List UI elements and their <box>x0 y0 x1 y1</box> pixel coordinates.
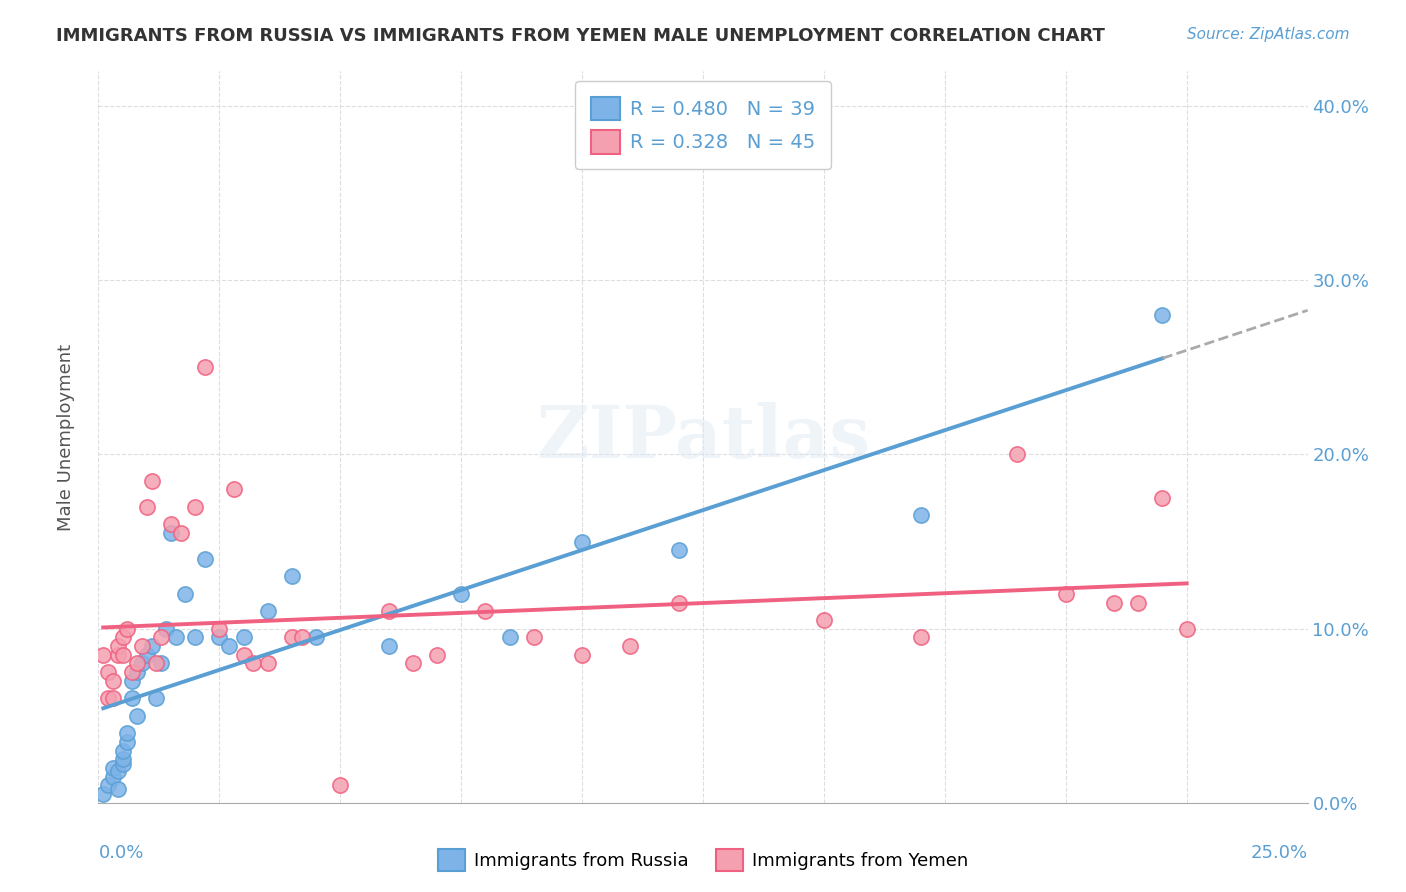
Point <box>174 587 197 601</box>
Point <box>1152 308 1174 322</box>
Point <box>668 595 690 609</box>
Point <box>97 778 120 792</box>
Point <box>97 691 120 706</box>
Point <box>141 474 163 488</box>
Point <box>121 691 143 706</box>
Point <box>111 743 134 757</box>
Point <box>145 691 167 706</box>
Point <box>101 770 124 784</box>
Point <box>121 665 143 680</box>
Point <box>141 639 163 653</box>
Point <box>91 787 114 801</box>
Point <box>571 648 593 662</box>
Point <box>1054 587 1077 601</box>
Point <box>305 631 328 645</box>
Point <box>218 639 240 653</box>
Text: 0.0%: 0.0% <box>98 845 143 863</box>
Point <box>194 360 217 375</box>
Text: IMMIGRANTS FROM RUSSIA VS IMMIGRANTS FROM YEMEN MALE UNEMPLOYMENT CORRELATION CH: IMMIGRANTS FROM RUSSIA VS IMMIGRANTS FRO… <box>56 27 1105 45</box>
Point <box>97 665 120 680</box>
Point <box>107 648 129 662</box>
Point <box>131 657 153 671</box>
Point <box>101 673 124 688</box>
Point <box>1175 622 1198 636</box>
Point <box>184 500 207 514</box>
Point <box>329 778 352 792</box>
Point <box>619 639 641 653</box>
Point <box>121 673 143 688</box>
Legend: R = 0.480   N = 39, R = 0.328   N = 45: R = 0.480 N = 39, R = 0.328 N = 45 <box>575 81 831 169</box>
Point <box>910 631 932 645</box>
Point <box>232 648 254 662</box>
Point <box>523 631 546 645</box>
Point <box>498 631 520 645</box>
Point <box>155 622 177 636</box>
Point <box>135 648 157 662</box>
Point <box>450 587 472 601</box>
Text: ZIPatlas: ZIPatlas <box>536 401 870 473</box>
Point <box>165 631 187 645</box>
Point <box>101 761 124 775</box>
Point <box>1007 448 1029 462</box>
Point <box>184 631 207 645</box>
Point <box>232 631 254 645</box>
Point <box>111 752 134 766</box>
Point <box>256 604 278 618</box>
Point <box>150 631 173 645</box>
Point <box>150 657 173 671</box>
Point <box>474 604 496 618</box>
Point <box>910 508 932 523</box>
Point <box>131 639 153 653</box>
Point <box>135 500 157 514</box>
Point <box>127 657 149 671</box>
Point <box>127 665 149 680</box>
Point <box>377 604 399 618</box>
Text: 25.0%: 25.0% <box>1250 845 1308 863</box>
Point <box>107 781 129 796</box>
Point <box>117 622 139 636</box>
Point <box>668 543 690 558</box>
Legend: Immigrants from Russia, Immigrants from Yemen: Immigrants from Russia, Immigrants from … <box>430 842 976 879</box>
Point <box>117 726 139 740</box>
Point <box>222 483 245 497</box>
Point <box>571 534 593 549</box>
Point <box>127 708 149 723</box>
Point <box>107 639 129 653</box>
Point <box>281 631 304 645</box>
Point <box>1128 595 1150 609</box>
Point <box>101 691 124 706</box>
Point <box>117 735 139 749</box>
Point <box>107 764 129 779</box>
Point <box>242 657 264 671</box>
Point <box>256 657 278 671</box>
Point <box>281 569 304 583</box>
Point <box>1102 595 1125 609</box>
Point <box>813 613 835 627</box>
Point <box>402 657 425 671</box>
Point <box>426 648 449 662</box>
Point <box>160 525 183 540</box>
Point <box>208 622 231 636</box>
Point <box>111 631 134 645</box>
Point <box>169 525 191 540</box>
Point <box>160 517 183 532</box>
Point <box>290 631 312 645</box>
Point <box>91 648 114 662</box>
Point <box>377 639 399 653</box>
Point <box>111 648 134 662</box>
Point <box>208 631 231 645</box>
Point <box>1152 491 1174 505</box>
Text: Source: ZipAtlas.com: Source: ZipAtlas.com <box>1187 27 1350 42</box>
Point <box>194 552 217 566</box>
Point <box>111 757 134 772</box>
Point <box>145 657 167 671</box>
Y-axis label: Male Unemployment: Male Unemployment <box>56 343 75 531</box>
